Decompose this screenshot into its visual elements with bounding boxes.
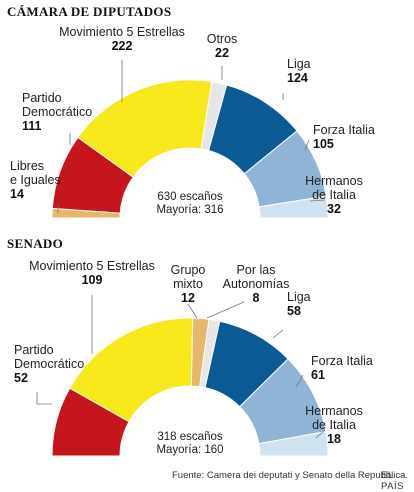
senate-label-grupo-mixto: mixto — [173, 277, 203, 291]
chamber-value-libres-e-iguales: 14 — [10, 187, 24, 201]
chamber-label-otros: Otros — [207, 32, 238, 46]
senate-value-movimiento-5-estrellas: 109 — [82, 273, 103, 287]
senate-label-hermanos-de-italia: Hermanos — [305, 404, 363, 418]
senate-value-liga: 58 — [287, 304, 301, 318]
chamber-value-liga: 124 — [287, 71, 308, 85]
senate-slice-movimiento-5-estrellas — [69, 317, 194, 423]
senate-leader-hermanos-de-italia — [315, 429, 326, 439]
chamber-label-hermanos-de-italia: Hermanos — [305, 174, 363, 188]
senate-value-por-las-autonomias: 8 — [253, 291, 260, 305]
chamber-label-forza-italia: Forza Italia — [313, 123, 375, 137]
senate-value-grupo-mixto: 12 — [181, 291, 195, 305]
senate-label-liga: Liga — [287, 290, 311, 304]
chamber-majority: Mayoría: 316 — [156, 204, 223, 216]
chamber-label-partido-democratico: Partido — [22, 91, 62, 105]
senate-value-hermanos-de-italia: 18 — [327, 432, 341, 446]
chamber-leader-hermanos-de-italia — [309, 199, 326, 202]
chamber-label-movimiento-5-estrellas: Movimiento 5 Estrellas — [59, 25, 185, 39]
senate-leader-por-las-autonomias — [206, 301, 245, 319]
senate-label-por-las-autonomias: Autonomías — [223, 277, 290, 291]
senate-label-grupo-mixto: Grupo — [171, 263, 206, 277]
senate-label-partido-democratico: Partido — [14, 343, 54, 357]
senate-label-movimiento-5-estrellas: Movimiento 5 Estrellas — [29, 259, 155, 273]
chamber-slice-hermanos-de-italia — [258, 195, 329, 219]
chamber-title: CÁMARA DE DIPUTADOS — [7, 4, 172, 19]
source-note: Fuente: Camera dei deputati y Senato del… — [172, 470, 409, 481]
senate-leader-partido-democratico — [36, 392, 52, 405]
chamber-label-liga: Liga — [287, 57, 311, 71]
senate-value-partido-democratico: 52 — [14, 371, 28, 385]
senate-leader-forza-italia — [295, 374, 304, 388]
senate-label-hermanos-de-italia: de Italia — [312, 418, 356, 432]
senate-label-por-las-autonomias: Por las — [237, 263, 276, 277]
chamber-value-movimiento-5-estrellas: 222 — [112, 39, 133, 53]
chamber-seats-total: 630 escaños — [157, 191, 222, 203]
chamber-value-hermanos-de-italia: 32 — [327, 202, 341, 216]
chamber-value-partido-democratico: 111 — [22, 119, 42, 133]
senate-leader-liga — [272, 329, 284, 339]
chamber-leader-forza-italia — [304, 139, 310, 151]
senate-majority: Mayoría: 160 — [156, 444, 223, 456]
senate-leader-grupo-mixto — [187, 303, 198, 319]
senate-slice-hermanos-de-italia — [258, 431, 329, 457]
senate-value-forza-italia: 61 — [311, 368, 325, 382]
chamber-label-libres-e-iguales: Libres — [10, 159, 44, 173]
chamber-label-partido-democratico: Democrático — [22, 105, 92, 119]
senate-label-forza-italia: Forza Italia — [311, 354, 373, 368]
brand-logo: EL PAÍS — [381, 470, 404, 492]
senate-title: SENADO — [7, 236, 63, 251]
senate-label-partido-democratico: Democrático — [14, 357, 84, 371]
senate-seats-total: 318 escaños — [157, 431, 222, 443]
chamber-value-otros: 22 — [215, 46, 229, 60]
chamber-label-hermanos-de-italia: de Italia — [312, 188, 356, 202]
chamber-value-forza-italia: 105 — [313, 137, 334, 151]
chamber-label-libres-e-iguales: e Iguales — [10, 173, 61, 187]
